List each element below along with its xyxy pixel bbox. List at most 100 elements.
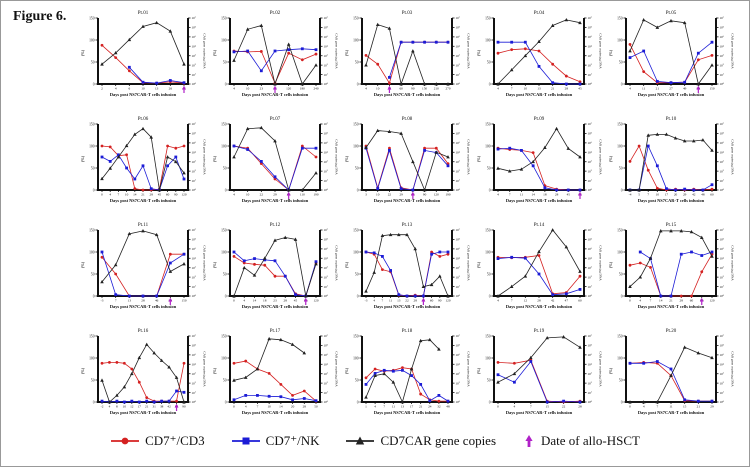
svg-text:0: 0: [357, 82, 359, 86]
svg-text:105: 105: [456, 35, 461, 39]
svg-text:102: 102: [720, 63, 725, 67]
right-axis-ticks: 100 101 102 103 104 105 106 107: [716, 16, 725, 86]
hsct-arrow-icon: [286, 191, 291, 199]
svg-text:10: 10: [656, 193, 660, 197]
plot-Pt.11: Pt.11050100150(%)10010110210310410510610…: [80, 223, 207, 309]
svg-text:150: 150: [422, 87, 427, 91]
svg-text:101: 101: [720, 391, 725, 395]
svg-text:103: 103: [456, 266, 461, 270]
svg-text:18: 18: [543, 193, 547, 197]
svg-text:7: 7: [511, 87, 513, 91]
right-axis-ticks: 100 101 102 103 104 105 106 107: [320, 334, 329, 404]
car-line: [100, 342, 186, 404]
svg-text:104: 104: [720, 150, 725, 154]
svg-text:105: 105: [588, 35, 593, 39]
svg-text:100: 100: [456, 188, 461, 192]
cd3-line: [496, 47, 582, 84]
svg-text:-4: -4: [629, 193, 632, 197]
svg-text:0: 0: [629, 405, 631, 409]
svg-text:106: 106: [588, 344, 593, 348]
x-axis-ticks: 1 4 7 11 13 17 21 24 32 48: [365, 402, 450, 409]
car-line: [232, 235, 318, 298]
svg-text:7: 7: [118, 193, 120, 197]
svg-text:4: 4: [374, 405, 376, 409]
right-axis-ticks: 100 101 102 103 104 105 106 107: [716, 334, 725, 404]
svg-text:50: 50: [355, 378, 359, 382]
plot-Pt.20: Pt.20050100150(%)10010110210310410510610…: [608, 329, 735, 415]
svg-text:101: 101: [456, 179, 461, 183]
svg-text:150: 150: [617, 16, 623, 20]
svg-text:21: 21: [551, 87, 555, 91]
svg-text:22: 22: [388, 193, 392, 197]
hsct-arrow-icon: [182, 85, 186, 93]
left-axis-label: (%): [608, 261, 613, 268]
left-axis-ticks: 0 50 100 150: [221, 16, 230, 86]
svg-text:150: 150: [353, 334, 359, 338]
svg-text:106: 106: [588, 26, 593, 30]
svg-text:20: 20: [291, 405, 295, 409]
left-axis-ticks: 0 50 100 150: [353, 122, 362, 192]
allo-hsct-arrow-icon: [525, 435, 533, 447]
x-axis-label: Days post NS7CAR-T cells infusion: [374, 198, 441, 203]
left-axis-label: (%): [476, 49, 481, 56]
svg-text:107: 107: [324, 122, 329, 126]
svg-text:104: 104: [192, 44, 197, 48]
svg-text:102: 102: [456, 169, 461, 173]
hsct-arrow-icon: [168, 297, 173, 305]
svg-text:107: 107: [588, 334, 593, 338]
svg-text:104: 104: [324, 150, 329, 154]
svg-text:0: 0: [225, 188, 227, 192]
svg-text:7: 7: [647, 193, 649, 197]
svg-text:107: 107: [720, 334, 725, 338]
svg-text:4: 4: [373, 299, 375, 303]
nk-line: [232, 250, 318, 298]
svg-text:107: 107: [192, 228, 197, 232]
svg-text:18: 18: [263, 299, 267, 303]
svg-text:101: 101: [324, 179, 329, 183]
svg-text:10: 10: [376, 87, 380, 91]
right-axis-ticks: 100 101 102 103 104 105 106 107: [452, 122, 461, 192]
svg-text:5: 5: [638, 193, 640, 197]
svg-text:106: 106: [324, 132, 329, 136]
right-axis-label: CAR gene copies/μg DNA: [599, 351, 603, 387]
svg-text:14: 14: [531, 193, 535, 197]
left-axis-ticks: 0 50 100 150: [221, 228, 230, 298]
car-line: [628, 17, 714, 86]
left-axis-ticks: 0 50 100 150: [221, 334, 230, 404]
svg-text:104: 104: [324, 256, 329, 260]
nk-line: [628, 360, 714, 403]
left-axis-label: (%): [344, 367, 349, 374]
right-axis-ticks: 100 101 102 103 104 105 106 107: [584, 122, 593, 192]
plot-Pt.03: Pt.03050100150(%)10010110210310410510610…: [344, 11, 471, 97]
svg-text:100: 100: [221, 250, 227, 254]
svg-text:38: 38: [160, 405, 164, 409]
svg-text:100: 100: [221, 356, 227, 360]
svg-text:106: 106: [720, 132, 725, 136]
svg-text:101: 101: [588, 73, 593, 77]
left-axis-label: (%): [80, 155, 85, 162]
svg-text:100: 100: [353, 38, 359, 42]
cd3-line: [628, 144, 714, 192]
car-line: [364, 232, 450, 298]
right-axis-label: CAR gene copies/μg DNA: [335, 139, 339, 175]
svg-text:14: 14: [279, 405, 283, 409]
svg-text:150: 150: [617, 334, 623, 338]
nk-square-icon: [231, 437, 260, 445]
svg-text:100: 100: [588, 400, 593, 404]
right-axis-label: CAR gene copies/μg DNA: [599, 139, 603, 175]
svg-text:100: 100: [617, 144, 623, 148]
plot-Pt.17: Pt.17050100150(%)10010110210310410510610…: [212, 329, 339, 415]
svg-text:47: 47: [565, 299, 569, 303]
svg-text:100: 100: [89, 356, 95, 360]
axes: [493, 124, 585, 191]
svg-text:105: 105: [720, 247, 725, 251]
svg-text:107: 107: [456, 122, 461, 126]
svg-text:106: 106: [324, 238, 329, 242]
svg-text:13: 13: [155, 87, 159, 91]
svg-text:45: 45: [578, 87, 582, 91]
svg-text:45: 45: [567, 193, 571, 197]
svg-text:100: 100: [485, 356, 491, 360]
svg-text:28: 28: [565, 87, 569, 91]
svg-text:102: 102: [588, 169, 593, 173]
